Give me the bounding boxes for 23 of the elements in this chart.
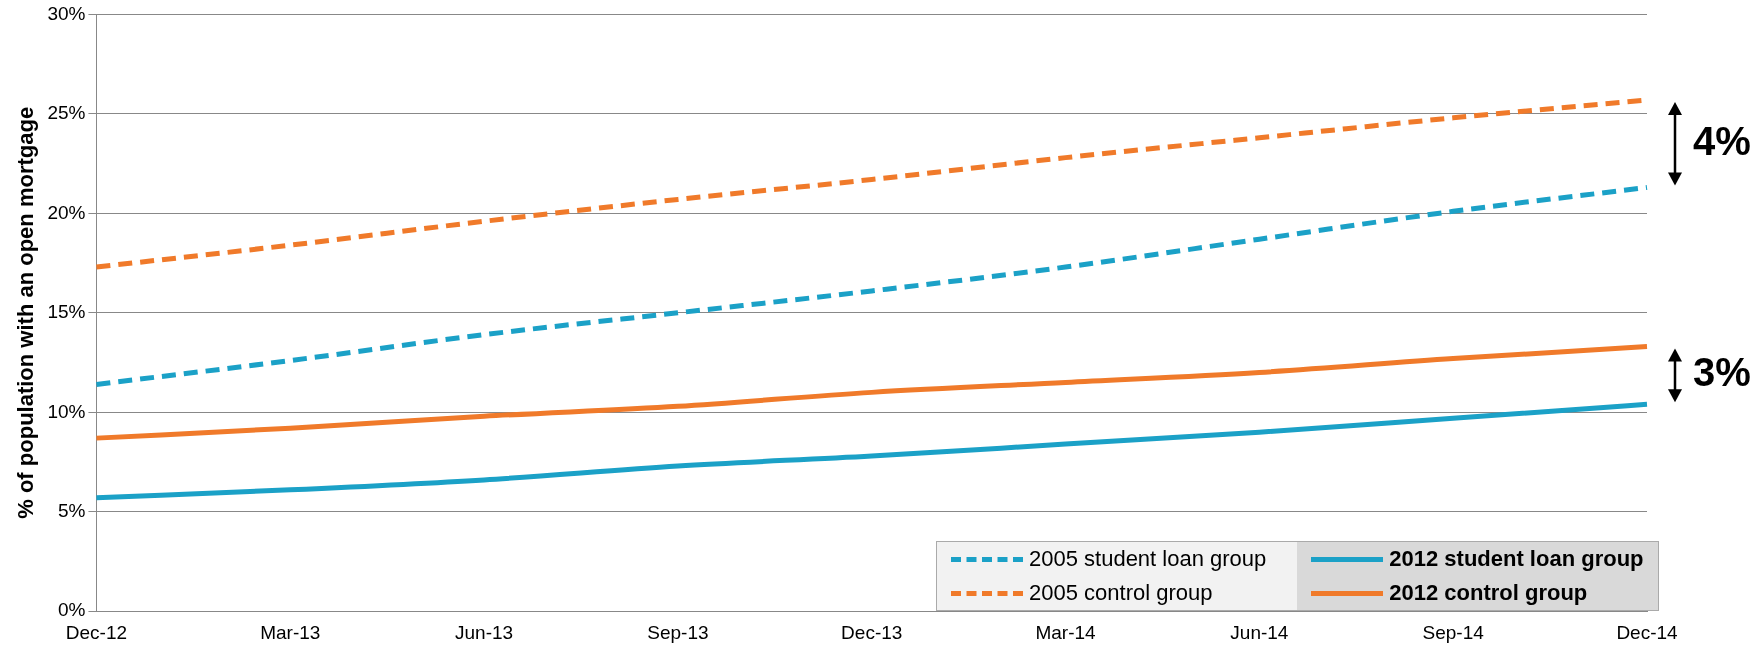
y-tick-label: 25% bbox=[47, 102, 86, 124]
y-tick-label: 5% bbox=[57, 499, 86, 521]
x-tick-label: Sep-13 bbox=[647, 621, 709, 643]
legend-label: 2012 control group bbox=[1389, 580, 1588, 607]
x-tick-label: Dec-13 bbox=[841, 621, 903, 643]
y-tick-label: 15% bbox=[47, 301, 86, 323]
x-tick-label: Dec-14 bbox=[1616, 621, 1679, 643]
text: 3% bbox=[1693, 350, 1751, 395]
x-tick-label: Jun-14 bbox=[1230, 621, 1289, 643]
x-tick-label: Jun-13 bbox=[455, 621, 514, 643]
x-tick-label: Sep-14 bbox=[1422, 621, 1485, 643]
y-axis-title: % of population with an open mortgage bbox=[13, 106, 39, 519]
x-tick-label: Mar-13 bbox=[260, 621, 321, 643]
y-tick-label: 10% bbox=[47, 400, 86, 422]
legend-label: 2005 student loan group bbox=[1029, 546, 1267, 573]
y-tick-label: 20% bbox=[47, 201, 86, 223]
legend-label: 2012 student loan group bbox=[1389, 546, 1644, 573]
x-tick-label: Mar-14 bbox=[1035, 621, 1097, 643]
text: 4% bbox=[1693, 118, 1751, 163]
x-tick-label: Dec-12 bbox=[65, 621, 128, 643]
legend-label: 2005 control group bbox=[1029, 580, 1213, 607]
y-tick-label: 30% bbox=[47, 2, 86, 24]
y-tick-label: 0% bbox=[57, 599, 86, 621]
